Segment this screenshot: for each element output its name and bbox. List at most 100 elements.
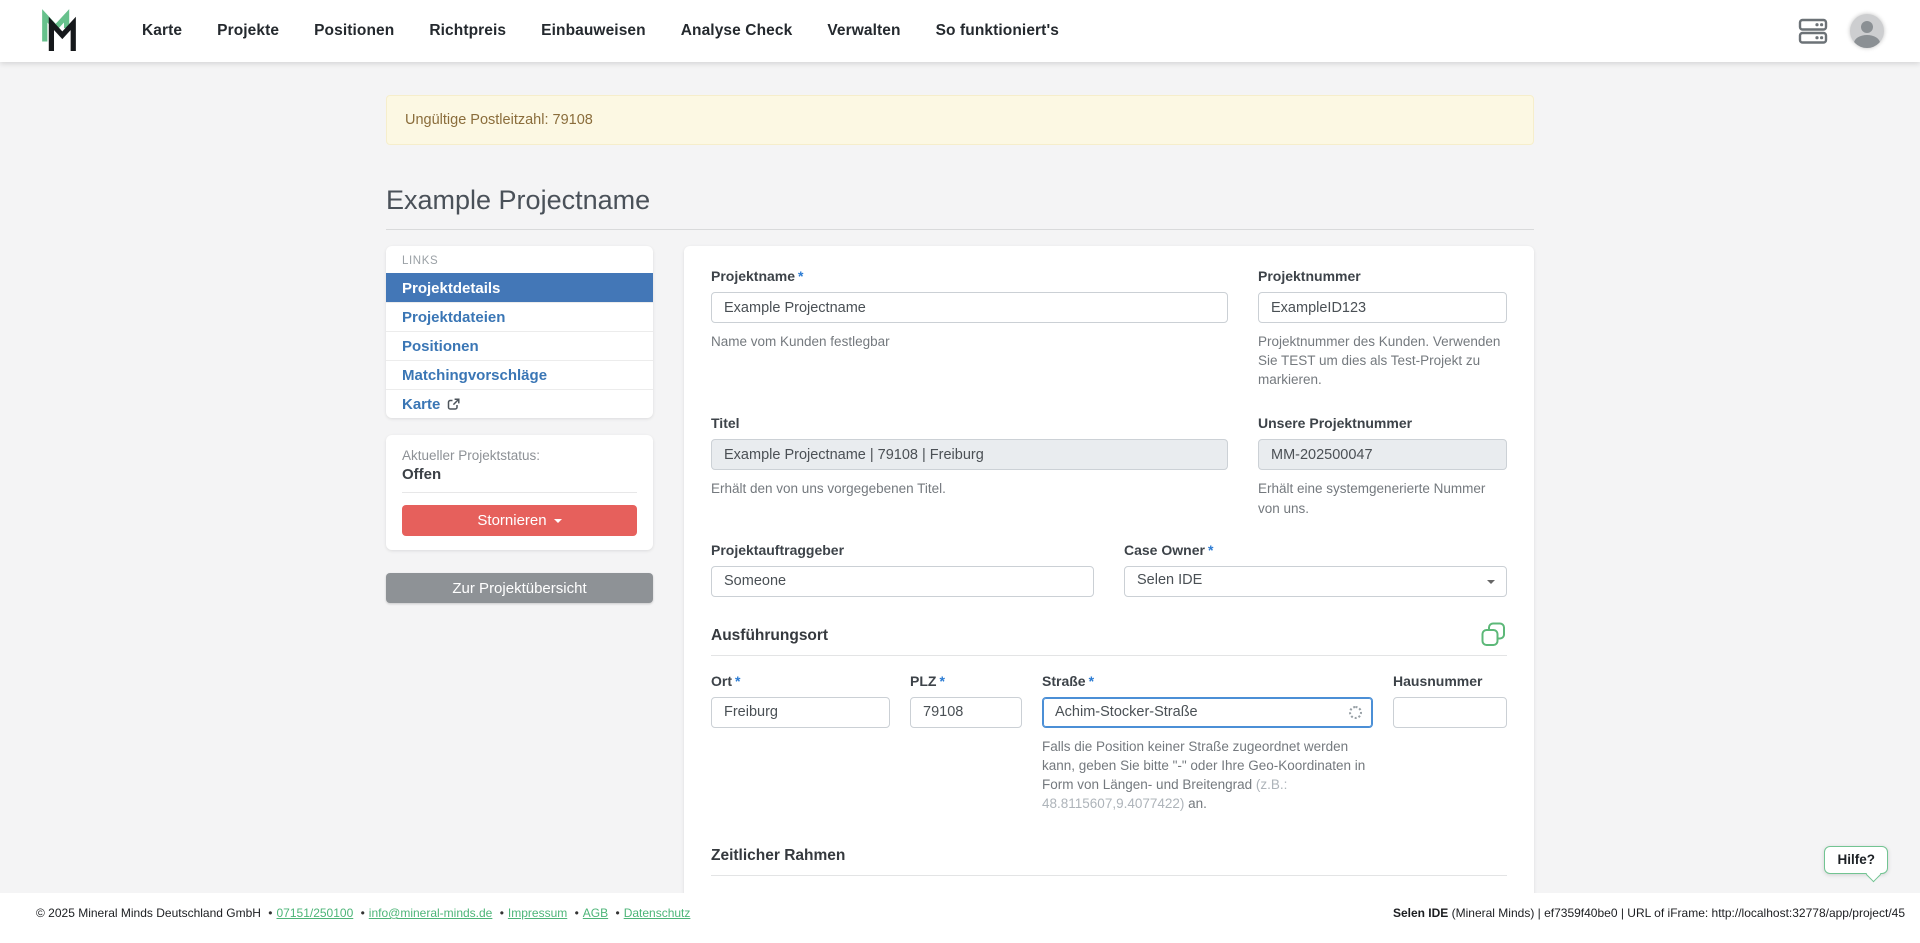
project-overview-button[interactable]: Zur Projektübersicht [386, 573, 653, 603]
strasse-label: Straße [1042, 672, 1086, 689]
field-ort: Ort * [711, 673, 890, 814]
hausnummer-label: Hausnummer [1393, 672, 1483, 689]
main-nav: Karte Projekte Positionen Richtpreis Ein… [142, 22, 1798, 40]
cancel-button-label: Stornieren [477, 512, 547, 529]
cancel-project-button[interactable]: Stornieren [402, 505, 637, 536]
projektname-input[interactable] [711, 292, 1228, 323]
unsere-projektnummer-help: Erhält eine systemgenerierte Nummer von … [1258, 481, 1486, 516]
footer-link-phone[interactable]: 07151/250100 [276, 906, 354, 920]
sidebar-item-positionen[interactable]: Positionen [386, 331, 653, 360]
titel-label: Titel [711, 415, 740, 432]
footer: © 2025 Mineral Minds Deutschland GmbH • 0… [0, 893, 1920, 943]
footer-right: Selen IDE (Mineral Minds) | ef7359f40be0… [1393, 906, 1905, 920]
projektauftraggeber-label: Projektauftraggeber [711, 541, 845, 558]
projektnummer-help: Projektnummer des Kunden. Verwenden Sie … [1258, 334, 1501, 388]
plz-input[interactable] [910, 696, 1022, 728]
section-ausfuehrungsort-title: Ausführungsort [711, 626, 829, 644]
case-owner-label: Case Owner [1124, 541, 1205, 558]
nav-item-richtpreis[interactable]: Richtpreis [429, 22, 507, 39]
field-strasse: Straße* Falls die Position keiner Straße… [1042, 673, 1373, 814]
field-unsere-projektnummer: Unsere Projektnummer Erhält eine systemg… [1258, 415, 1507, 517]
sidebar-item-projektdetails[interactable]: Projektdetails [386, 273, 653, 302]
field-plz: PLZ * [910, 673, 1022, 814]
field-hausnummer: Hausnummer [1393, 673, 1507, 814]
help-button[interactable]: Hilfe? [1824, 846, 1888, 882]
footer-link-email[interactable]: info@mineral-minds.de [368, 906, 493, 920]
case-owner-select[interactable]: Selen IDE [1124, 565, 1507, 597]
footer-link-agb[interactable]: AGB [582, 906, 609, 920]
sidebar-item-karte[interactable]: Karte [386, 389, 653, 418]
sidebar-item-label: Projektdateien [402, 308, 506, 326]
field-case-owner: Case Owner * Selen IDE [1124, 542, 1507, 597]
projektauftraggeber-input[interactable] [711, 565, 1094, 597]
footer-separator: • [615, 906, 620, 920]
case-owner-selected-value: Selen IDE [1137, 571, 1203, 588]
ort-label: Ort [711, 672, 732, 689]
section-zeitlicher-rahmen: Zeitlicher Rahmen [711, 847, 1507, 877]
field-titel: Titel Erhält den von uns vorgegebenen Ti… [711, 415, 1228, 517]
nav-item-analyse-check[interactable]: Analyse Check [680, 22, 793, 39]
plz-label: PLZ [910, 672, 937, 689]
field-projektnummer: Projektnummer Projektnummer des Kunden. … [1258, 268, 1507, 389]
required-asterisk: * [1207, 541, 1214, 558]
app-viewport: Karte Projekte Positionen Richtpreis Ein… [0, 0, 1920, 893]
nav-item-so-funktionierts[interactable]: So funktioniert's [935, 22, 1059, 39]
footer-link-datenschutz[interactable]: Datenschutz [623, 906, 691, 920]
unsere-projektnummer-input [1258, 439, 1507, 471]
help-button-label: Hilfe? [1837, 852, 1875, 867]
nav-item-karte[interactable]: Karte [142, 22, 183, 39]
loading-spinner-icon [1349, 705, 1362, 719]
footer-separator: • [360, 906, 365, 920]
required-asterisk: * [939, 672, 945, 689]
section-zeitlicher-rahmen-title: Zeitlicher Rahmen [711, 847, 846, 865]
nav-item-projekte[interactable]: Projekte [217, 22, 280, 39]
page-title: Example Projectname [386, 185, 651, 215]
field-projektname: Projektname* Name vom Kunden festlegbar [711, 268, 1228, 389]
strasse-help: Falls die Position keiner Straße zugeord… [1042, 737, 1373, 814]
unsere-projektnummer-label: Unsere Projektnummer [1258, 415, 1413, 432]
sidebar-item-label: Projektdetails [402, 279, 501, 297]
select-caret-icon [1487, 579, 1495, 584]
footer-separator: • [574, 906, 579, 920]
projektname-label: Projektname [711, 268, 796, 284]
links-card: LINKS Projektdetails Projektdateien Posi… [386, 246, 653, 418]
sidebar-item-label: Karte [402, 395, 441, 413]
brand-logo[interactable] [40, 9, 78, 53]
overview-button-label: Zur Projektübersicht [452, 579, 587, 597]
warning-alert: Ungültige Postleitzahl: 79108 [386, 95, 1534, 145]
sidebar-item-projektdateien[interactable]: Projektdateien [386, 302, 653, 331]
mineral-minds-logo-icon [42, 9, 76, 51]
footer-separator: • [499, 906, 504, 920]
sidebar-item-matchingvorschlaege[interactable]: Matchingvorschläge [386, 360, 653, 389]
footer-separator: • [268, 906, 273, 920]
links-header: LINKS [402, 255, 439, 267]
server-icon[interactable] [1798, 17, 1828, 45]
top-navbar: Karte Projekte Positionen Richtpreis Ein… [0, 0, 1920, 62]
titel-input [711, 439, 1228, 471]
ort-input[interactable] [711, 696, 890, 728]
sidebar-item-label: Positionen [402, 337, 479, 355]
nav-item-einbauweisen[interactable]: Einbauweisen [541, 22, 646, 39]
footer-session-info: (Mineral Minds) | ef7359f40be0 | URL of … [1448, 906, 1905, 920]
nav-item-positionen[interactable]: Positionen [314, 22, 395, 39]
strasse-help-example: (z.B.: 48.8115607,9.4077422) [1042, 777, 1288, 812]
section-ausfuehrungsort: Ausführungsort [711, 622, 1507, 656]
hausnummer-input[interactable] [1393, 696, 1507, 728]
projektnummer-label: Projektnummer [1258, 268, 1361, 284]
strasse-input[interactable] [1042, 696, 1373, 728]
footer-copyright: © 2025 Mineral Minds Deutschland GmbH [36, 906, 261, 920]
footer-link-impressum[interactable]: Impressum [507, 906, 568, 920]
nav-item-verwalten[interactable]: Verwalten [827, 22, 901, 39]
footer-user: Selen IDE [1392, 906, 1449, 920]
copy-icon[interactable] [1480, 621, 1507, 648]
strasse-help-tail: an. [1184, 796, 1207, 812]
projektnummer-input[interactable] [1258, 292, 1507, 323]
status-divider [402, 492, 637, 493]
footer-left: © 2025 Mineral Minds Deutschland GmbH • 0… [36, 906, 690, 920]
user-avatar-icon[interactable] [1850, 14, 1884, 48]
sidebar: LINKS Projektdetails Projektdateien Posi… [386, 246, 653, 603]
titel-help: Erhält den von uns vorgegebenen Titel. [711, 481, 946, 497]
status-badge: Offen [402, 466, 442, 483]
required-asterisk: * [1088, 672, 1095, 689]
external-link-icon [448, 397, 460, 410]
